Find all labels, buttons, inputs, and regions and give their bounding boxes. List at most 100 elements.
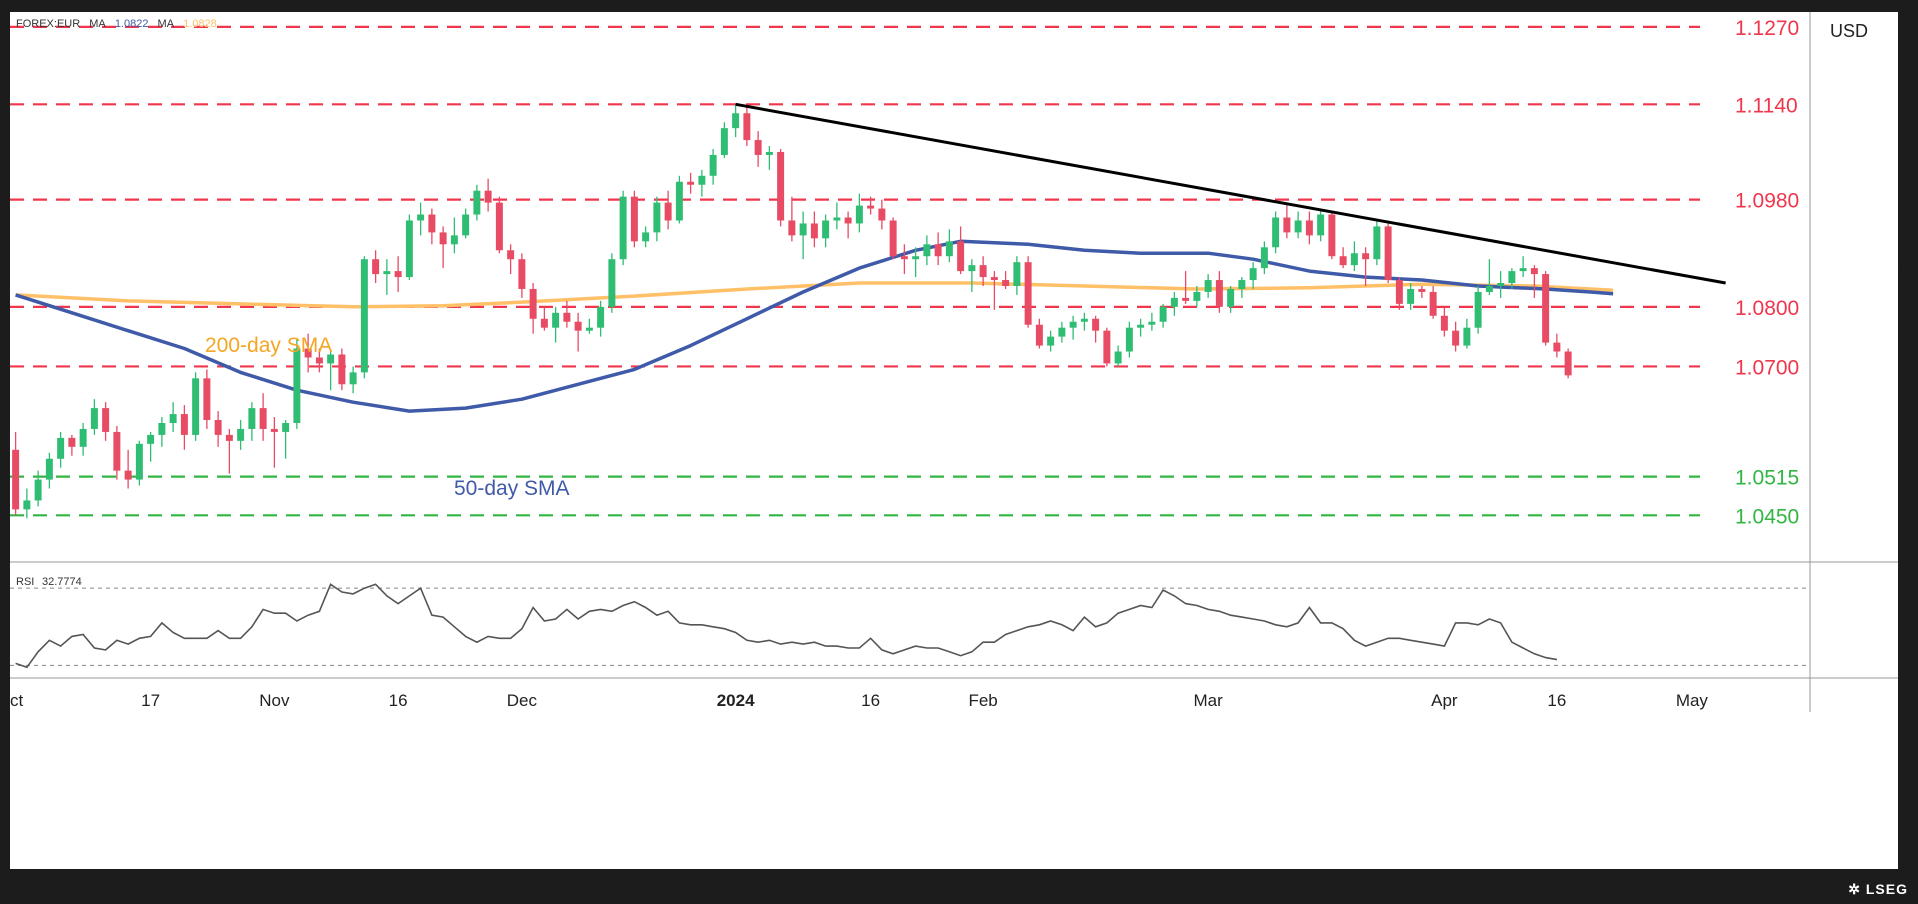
candle-body [1373,226,1381,260]
currency-label: USD [1830,21,1868,41]
candle-body [597,306,605,328]
candle-body [653,202,661,233]
candle-body [765,151,773,155]
candle-body [484,190,492,203]
candle-body [1170,297,1178,307]
candle-body [405,220,413,278]
candle-body [1384,226,1392,281]
candle-body [372,259,380,275]
candle-body [799,223,807,236]
candle-body [957,241,965,272]
candle-body [282,423,290,432]
candle-body [529,288,537,319]
support-label: 1.0515 [1735,467,1799,490]
candle-body [855,205,863,224]
candle-body [394,271,402,278]
candle-body [383,271,391,275]
rsi-title-value: 32.7774 [42,576,82,588]
candle-body [1047,336,1055,346]
resistance-label: 1.0980 [1735,190,1799,213]
candle-body [945,241,953,257]
candle-body [45,458,53,480]
candle-body [732,113,740,129]
candle-body [248,408,256,429]
candle-body [327,354,335,364]
sma200-annotation: 200-day SMA [205,334,332,357]
x-tick-label: 16 [861,691,880,710]
candle-body [754,140,762,155]
candle-body [1508,271,1516,284]
candle-body [934,244,942,257]
plot-background [10,12,1898,869]
candle-body [664,202,672,221]
candle-body [428,214,436,233]
candle-body [1002,280,1010,286]
candle-body [1159,306,1167,322]
candle-body [12,449,20,510]
x-axis: ct 17 Nov 16 Dec 2024 16 Feb Mar Apr 16 May [10,691,1708,710]
candle-body [923,244,931,257]
candle-body [968,265,976,272]
candle-body [1294,220,1302,233]
candle-body [450,235,458,245]
resistance-label: 1.1140 [1735,94,1798,117]
candle-body [574,321,582,331]
candle-body [1125,327,1133,352]
candle-body [822,220,830,239]
candle-body [709,154,717,176]
candle-body [743,113,751,141]
x-tick-label: Apr [1431,691,1458,710]
chart-legend: FOREX:EUR MA 1.0822 MA 1.0828 [16,18,223,30]
brand-icon: ✲ [1848,881,1866,897]
candle-body [844,217,852,224]
candle-body [1407,288,1415,304]
candle-body [102,408,110,432]
candle-body [90,408,98,429]
candle-body [1137,324,1145,328]
candle-body [1024,262,1032,325]
right-axis-bg [1810,12,1898,712]
candle-body [360,259,368,373]
candle-body [1328,214,1336,257]
candle-body [1542,274,1550,343]
candle-body [878,208,886,221]
candle-body [642,232,650,242]
candle-body [57,437,65,459]
candle-body [293,348,301,423]
candle-body [1035,324,1043,346]
candle-body [990,277,998,281]
x-tick-label: Mar [1193,691,1223,710]
candle-body [552,312,560,328]
candle-body [1463,327,1471,346]
candle-body [34,479,42,501]
candle-body [192,378,200,435]
candle-body [495,202,503,251]
candle-body [518,259,526,289]
candle-body [1069,321,1077,328]
brand-logo: ✲ LSEG [1848,881,1908,898]
x-tick-label: Feb [968,691,997,710]
candle-body [1238,280,1246,289]
candle-body [23,500,31,510]
rsi-title: RSI [16,576,34,588]
candle-body [203,378,211,421]
sma50-line [15,239,1614,413]
candle-body [833,217,841,221]
candle-body [315,357,323,364]
candle-body [1260,247,1268,269]
resistance-label: 1.0800 [1735,297,1799,320]
candle-body [135,443,143,480]
candle-body [158,423,166,435]
legend-symbol: FOREX:EUR [16,18,81,30]
support-label: 1.0450 [1735,505,1799,528]
candle-body [439,232,447,245]
candle-body [259,408,267,429]
candle-body [169,414,177,423]
candle-body [889,220,897,257]
x-tick-label: Dec [507,691,538,710]
candle-body [1429,291,1437,316]
candle-body [1350,253,1358,266]
candle-body [1317,214,1325,236]
legend-ma2-value: 1.0828 [183,18,217,30]
